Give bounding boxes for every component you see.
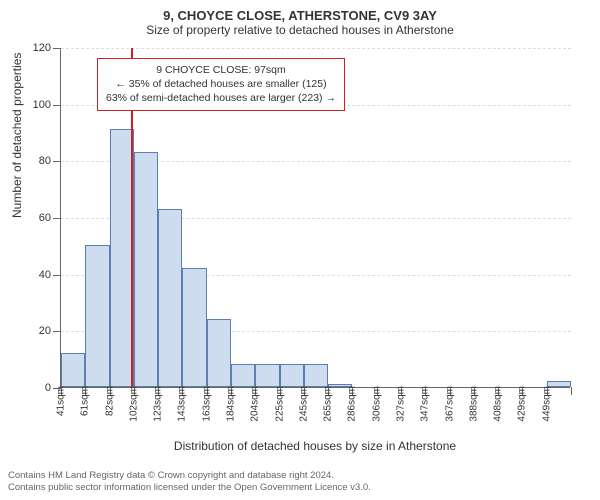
ytick [53,105,61,106]
ytick [53,331,61,332]
annotation-line1: 9 CHOYCE CLOSE: 97sqm [106,63,336,77]
y-axis-label: Number of detached properties [10,53,24,218]
xtick-label: 123sqm [153,386,164,422]
xtick-label: 245sqm [298,386,309,422]
footer-line1: Contains HM Land Registry data © Crown c… [8,470,371,482]
xtick-label: 429sqm [517,386,528,422]
xtick-label: 163sqm [201,386,212,422]
xtick-label: 265sqm [323,386,334,422]
xtick-label: 347sqm [420,386,431,422]
xtick-label: 184sqm [226,386,237,422]
bar [158,209,182,388]
xtick-label: 143sqm [177,386,188,422]
ytick [53,48,61,49]
ytick-label: 80 [21,155,51,167]
ytick-label: 100 [21,99,51,111]
ytick [53,161,61,162]
title-sub: Size of property relative to detached ho… [0,23,600,41]
xtick-label: 225sqm [274,386,285,422]
xtick-label: 327sqm [396,386,407,422]
x-axis-label: Distribution of detached houses by size … [60,439,570,453]
plot-region: 02040608010012041sqm61sqm82sqm102sqm123s… [60,48,570,388]
bar [61,353,85,387]
bar [231,364,255,387]
bar [85,245,109,387]
xtick-label: 449sqm [541,386,552,422]
xtick-label: 306sqm [371,386,382,422]
ytick-label: 120 [21,42,51,54]
ytick-label: 0 [21,382,51,394]
annotation-line3: 63% of semi-detached houses are larger (… [106,91,336,105]
xtick-label: 61sqm [80,386,91,416]
xtick-label: 102sqm [128,386,139,422]
gridline [61,48,571,49]
xtick-label: 41sqm [56,386,67,416]
chart-area: 02040608010012041sqm61sqm82sqm102sqm123s… [60,48,570,388]
xtick-label: 82sqm [104,386,115,416]
xtick-label: 367sqm [444,386,455,422]
xtick-label: 286sqm [347,386,358,422]
bar [134,152,158,387]
footer-line2: Contains public sector information licen… [8,482,371,494]
ytick [53,275,61,276]
xtick-label: 204sqm [250,386,261,422]
ytick-label: 60 [21,212,51,224]
xtick [571,387,572,395]
title-main: 9, CHOYCE CLOSE, ATHERSTONE, CV9 3AY [0,0,600,23]
bar [182,268,206,387]
bar [207,319,231,387]
ytick-label: 20 [21,325,51,337]
xtick-label: 388sqm [468,386,479,422]
bar [280,364,304,387]
bar [304,364,328,387]
bar [255,364,279,387]
xtick-label: 408sqm [493,386,504,422]
ytick-label: 40 [21,269,51,281]
footer: Contains HM Land Registry data © Crown c… [8,470,371,494]
annotation-box: 9 CHOYCE CLOSE: 97sqm ← 35% of detached … [97,58,345,111]
ytick [53,218,61,219]
annotation-line2: ← 35% of detached houses are smaller (12… [106,77,336,91]
